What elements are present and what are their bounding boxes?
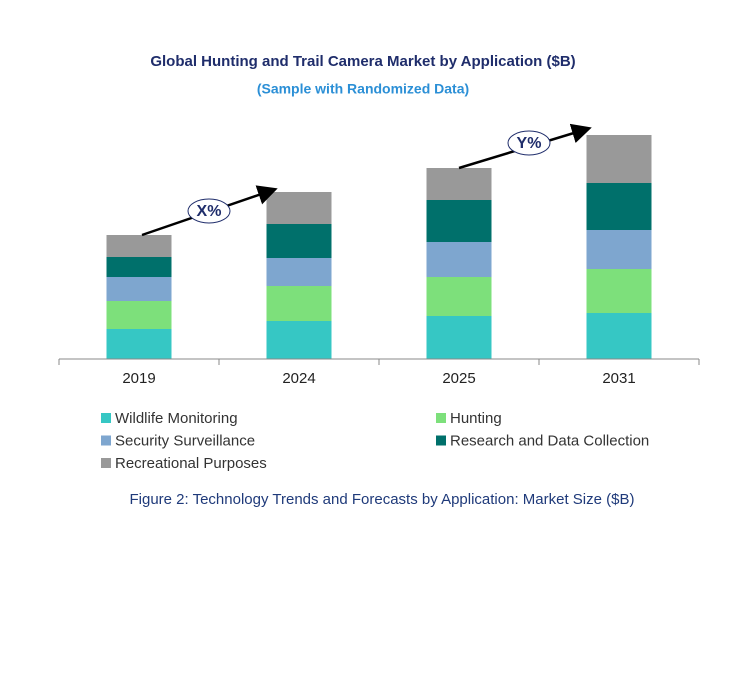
bar-segment xyxy=(106,257,172,277)
legend-label: Hunting xyxy=(450,410,502,427)
x-tick-label: 2024 xyxy=(282,370,315,387)
annotation: Y% xyxy=(517,135,542,152)
bar-segment xyxy=(106,235,172,257)
bar-segment xyxy=(106,301,172,329)
bar-segment xyxy=(266,258,332,286)
bar-segment xyxy=(426,277,492,316)
legend-swatch xyxy=(436,413,446,423)
annotation-bubble xyxy=(187,198,231,224)
bar-segment xyxy=(586,230,652,269)
x-tick-label: 2019 xyxy=(122,370,155,387)
legend-label: Research and Data Collection xyxy=(450,432,649,449)
legend-label: Wildlife Monitoring xyxy=(115,410,238,427)
bar-segment xyxy=(426,168,492,200)
annotation: X% xyxy=(197,203,222,220)
x-tick-label: 2031 xyxy=(602,370,635,387)
bar-segment xyxy=(106,329,172,359)
bar-segment xyxy=(266,192,332,224)
caption: Figure 2: Technology Trends and Forecast… xyxy=(130,491,635,508)
bar-segment xyxy=(586,135,652,183)
bar-segment xyxy=(266,321,332,359)
legend-label: Recreational Purposes xyxy=(115,455,267,472)
x-tick-label: 2025 xyxy=(442,370,475,387)
bar-segment xyxy=(586,183,652,230)
bar-segment xyxy=(586,313,652,359)
bar-segment xyxy=(426,242,492,277)
bar-segment xyxy=(266,286,332,321)
legend-swatch xyxy=(101,435,111,446)
chart-subtitle: (Sample with Randomized Data) xyxy=(257,81,469,97)
bar-segment xyxy=(586,269,652,313)
chart-title: Global Hunting and Trail Camera Market b… xyxy=(150,53,575,70)
legend-swatch xyxy=(436,435,446,446)
legend-label: Security Surveillance xyxy=(115,432,255,449)
plot: 2019 2024 2025 2031 xyxy=(58,135,700,387)
annotation-bubble xyxy=(507,130,551,156)
legend-swatch xyxy=(101,413,111,423)
legend-swatch xyxy=(101,458,111,468)
bar-segment xyxy=(426,316,492,359)
bar-segment xyxy=(266,224,332,258)
bar-segment xyxy=(426,200,492,242)
bar-segment xyxy=(106,277,172,301)
legend: Wildlife Monitoring Hunting Security Surve… xyxy=(101,410,649,472)
